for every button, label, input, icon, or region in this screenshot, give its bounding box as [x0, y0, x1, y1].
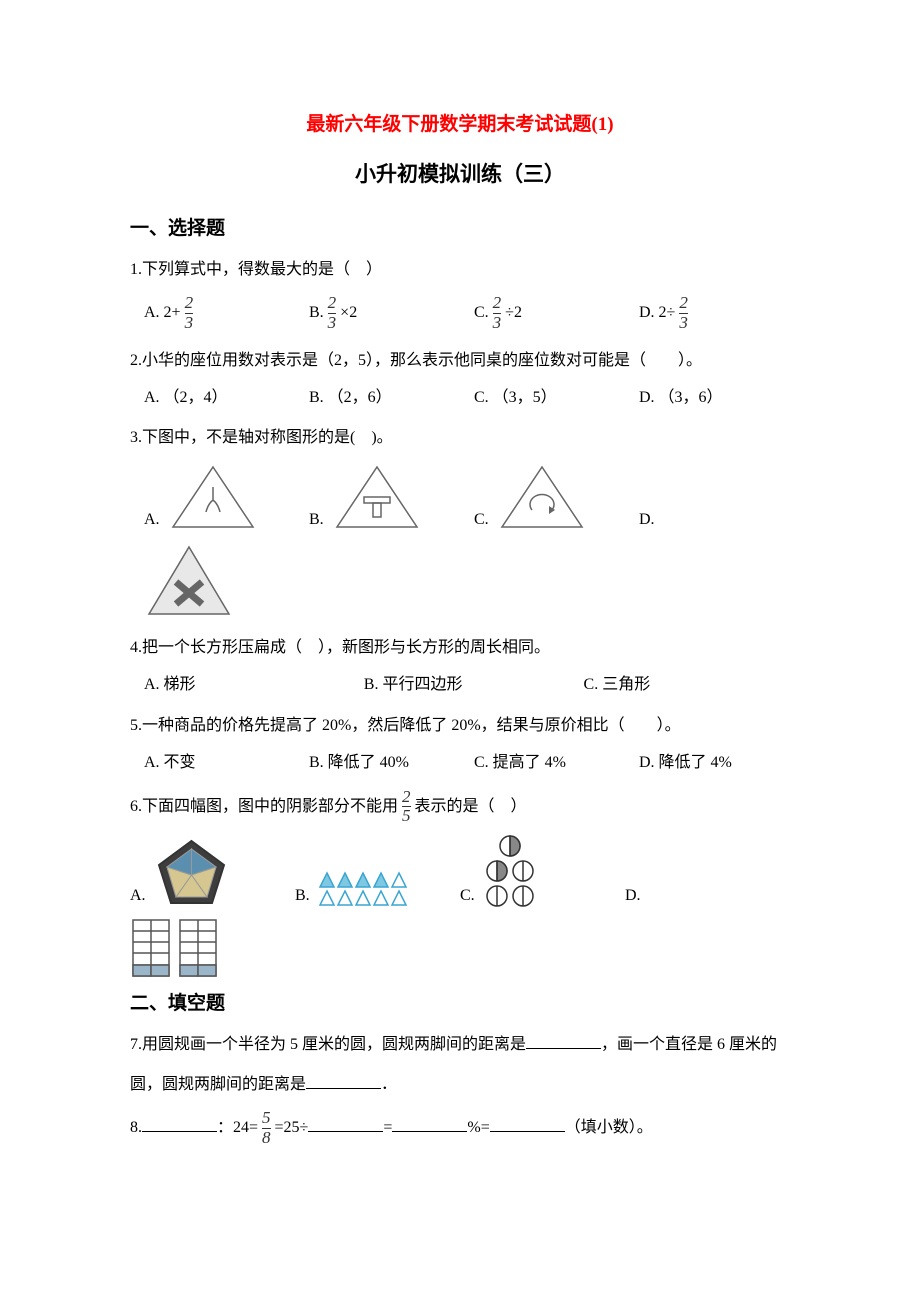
q8-t1: 8. [130, 1119, 142, 1136]
triangles-grid-icon [318, 871, 413, 909]
q3-a-label: A. [144, 511, 164, 528]
fraction-icon: 23 [493, 294, 502, 332]
q2-option-a: A. （2，4） [130, 385, 295, 411]
blank-field [308, 1116, 383, 1132]
section-1-header: 一、选择题 [130, 214, 790, 244]
q8-t3: =25÷ [271, 1119, 309, 1136]
question-8: 8. ：24= 58 =25÷ = %= （填小数）。 [130, 1109, 790, 1147]
q4-option-a: A. 梯形 [130, 672, 350, 698]
q3-c-label: C. [474, 511, 493, 528]
question-3: 3.下图中，不是轴对称图形的是( )。 [130, 422, 790, 454]
q1-option-c: C. 23 ÷2 [460, 294, 625, 332]
triangle-branch-icon [168, 462, 258, 532]
q6-c-label: C. [460, 887, 479, 904]
q6-text1: 6.下面四幅图，图中的阴影部分不能用 [130, 797, 402, 814]
q5-option-a: A. 不变 [130, 750, 295, 776]
q3-option-d-image [130, 542, 234, 622]
fraction-icon: 23 [328, 294, 337, 332]
q8-t6: （填小数）。 [565, 1119, 653, 1136]
fraction-icon: 23 [185, 294, 194, 332]
document-title: 最新六年级下册数学期末考试试题(1) [130, 110, 790, 140]
question-1: 1.下列算式中，得数最大的是（ ） [130, 254, 790, 286]
q4-option-b: B. 平行四边形 [350, 672, 570, 698]
q6-option-b: B. [295, 871, 460, 909]
q5-option-d: D. 降低了 4% [625, 750, 790, 776]
circles-halved-icon [483, 834, 538, 909]
q7-t2: ，画一个直径是 6 厘米的 [601, 1036, 777, 1053]
blank-field [142, 1116, 217, 1132]
fraction-icon: 25 [402, 788, 411, 826]
q5-option-b: B. 降低了 40% [295, 750, 460, 776]
tables-shaded-icon [130, 917, 220, 979]
question-6: 6.下面四幅图，图中的阴影部分不能用 25 表示的是（ ） [130, 788, 790, 826]
question-1-options: A. 2+ 23 B. 23 ×2 C. 23 ÷2 D. 2÷ 23 [130, 294, 790, 332]
q6-b-label: B. [295, 887, 314, 904]
section-2-header: 二、填空题 [130, 989, 790, 1019]
question-6-options-row1: A. B. [130, 834, 790, 909]
q2-option-b: B. （2，6） [295, 385, 460, 411]
question-2: 2.小华的座位用数对表示是（2，5），那么表示他同桌的座位数对可能是（ ）。 [130, 345, 790, 377]
q2-option-c: C. （3，5） [460, 385, 625, 411]
q3-option-a: A. [130, 462, 295, 532]
pentagon-shaded-icon [154, 837, 229, 909]
question-7: 7.用圆规画一个半径为 5 厘米的圆，圆规两脚间的距离是 ，画一个直径是 6 厘米… [130, 1029, 790, 1061]
q8-t2: ：24= [217, 1119, 262, 1136]
question-3-options-row2 [130, 542, 790, 622]
q1-b-suffix: ×2 [336, 304, 357, 321]
q7-t4: ． [381, 1076, 397, 1093]
blank-field [526, 1033, 601, 1049]
q6-option-a: A. [130, 837, 295, 909]
question-2-options: A. （2，4） B. （2，6） C. （3，5） D. （3，6） [130, 385, 790, 411]
document-subtitle: 小升初模拟训练（三） [130, 158, 790, 192]
triangle-t-icon [332, 462, 422, 532]
q4-option-c: C. 三角形 [570, 672, 790, 698]
question-7-line2: 圆，圆规两脚间的距离是 ． [130, 1069, 790, 1101]
q1-c-suffix: ÷2 [501, 304, 522, 321]
q1-b-label: B. [309, 304, 328, 321]
q6-text2: 表示的是（ ） [411, 797, 527, 814]
q1-d-label: D. 2÷ [639, 304, 679, 321]
fraction-icon: 58 [262, 1109, 271, 1147]
blank-field [490, 1116, 565, 1132]
q6-a-label: A. [130, 887, 150, 904]
q7-t3: 圆，圆规两脚间的距离是 [130, 1076, 306, 1093]
q3-option-d: D. [625, 507, 790, 533]
q5-option-c: C. 提高了 4% [460, 750, 625, 776]
q6-option-d-image [130, 917, 220, 979]
q6-option-c: C. [460, 834, 625, 909]
q3-option-b: B. [295, 462, 460, 532]
triangle-arrow-icon [497, 462, 587, 532]
q7-t1: 7.用圆规画一个半径为 5 厘米的圆，圆规两脚间的距离是 [130, 1036, 526, 1053]
question-6-options-row2 [130, 917, 790, 979]
q1-option-b: B. 23 ×2 [295, 294, 460, 332]
q3-d-label: D. [639, 511, 655, 528]
q3-option-c: C. [460, 462, 625, 532]
question-4-options: A. 梯形 B. 平行四边形 C. 三角形 [130, 672, 790, 698]
question-5-options: A. 不变 B. 降低了 40% C. 提高了 4% D. 降低了 4% [130, 750, 790, 776]
q1-option-a: A. 2+ 23 [130, 294, 295, 332]
q2-option-d: D. （3，6） [625, 385, 790, 411]
q6-option-d: D. [625, 883, 790, 909]
q3-b-label: B. [309, 511, 328, 528]
question-3-options-row1: A. B. C. D. [130, 462, 790, 532]
q1-c-label: C. [474, 304, 493, 321]
q8-t4: = [383, 1119, 392, 1136]
fraction-icon: 23 [679, 294, 688, 332]
question-4: 4.把一个长方形压扁成（ ），新图形与长方形的周长相同。 [130, 632, 790, 664]
q1-a-label: A. 2+ [144, 304, 185, 321]
q6-d-label: D. [625, 887, 641, 904]
q8-t5: %= [467, 1119, 489, 1136]
q1-option-d: D. 2÷ 23 [625, 294, 790, 332]
triangle-x-icon [144, 542, 234, 622]
blank-field [392, 1116, 467, 1132]
blank-field [306, 1073, 381, 1089]
question-5: 5.一种商品的价格先提高了 20%，然后降低了 20%，结果与原价相比（ ）。 [130, 710, 790, 742]
